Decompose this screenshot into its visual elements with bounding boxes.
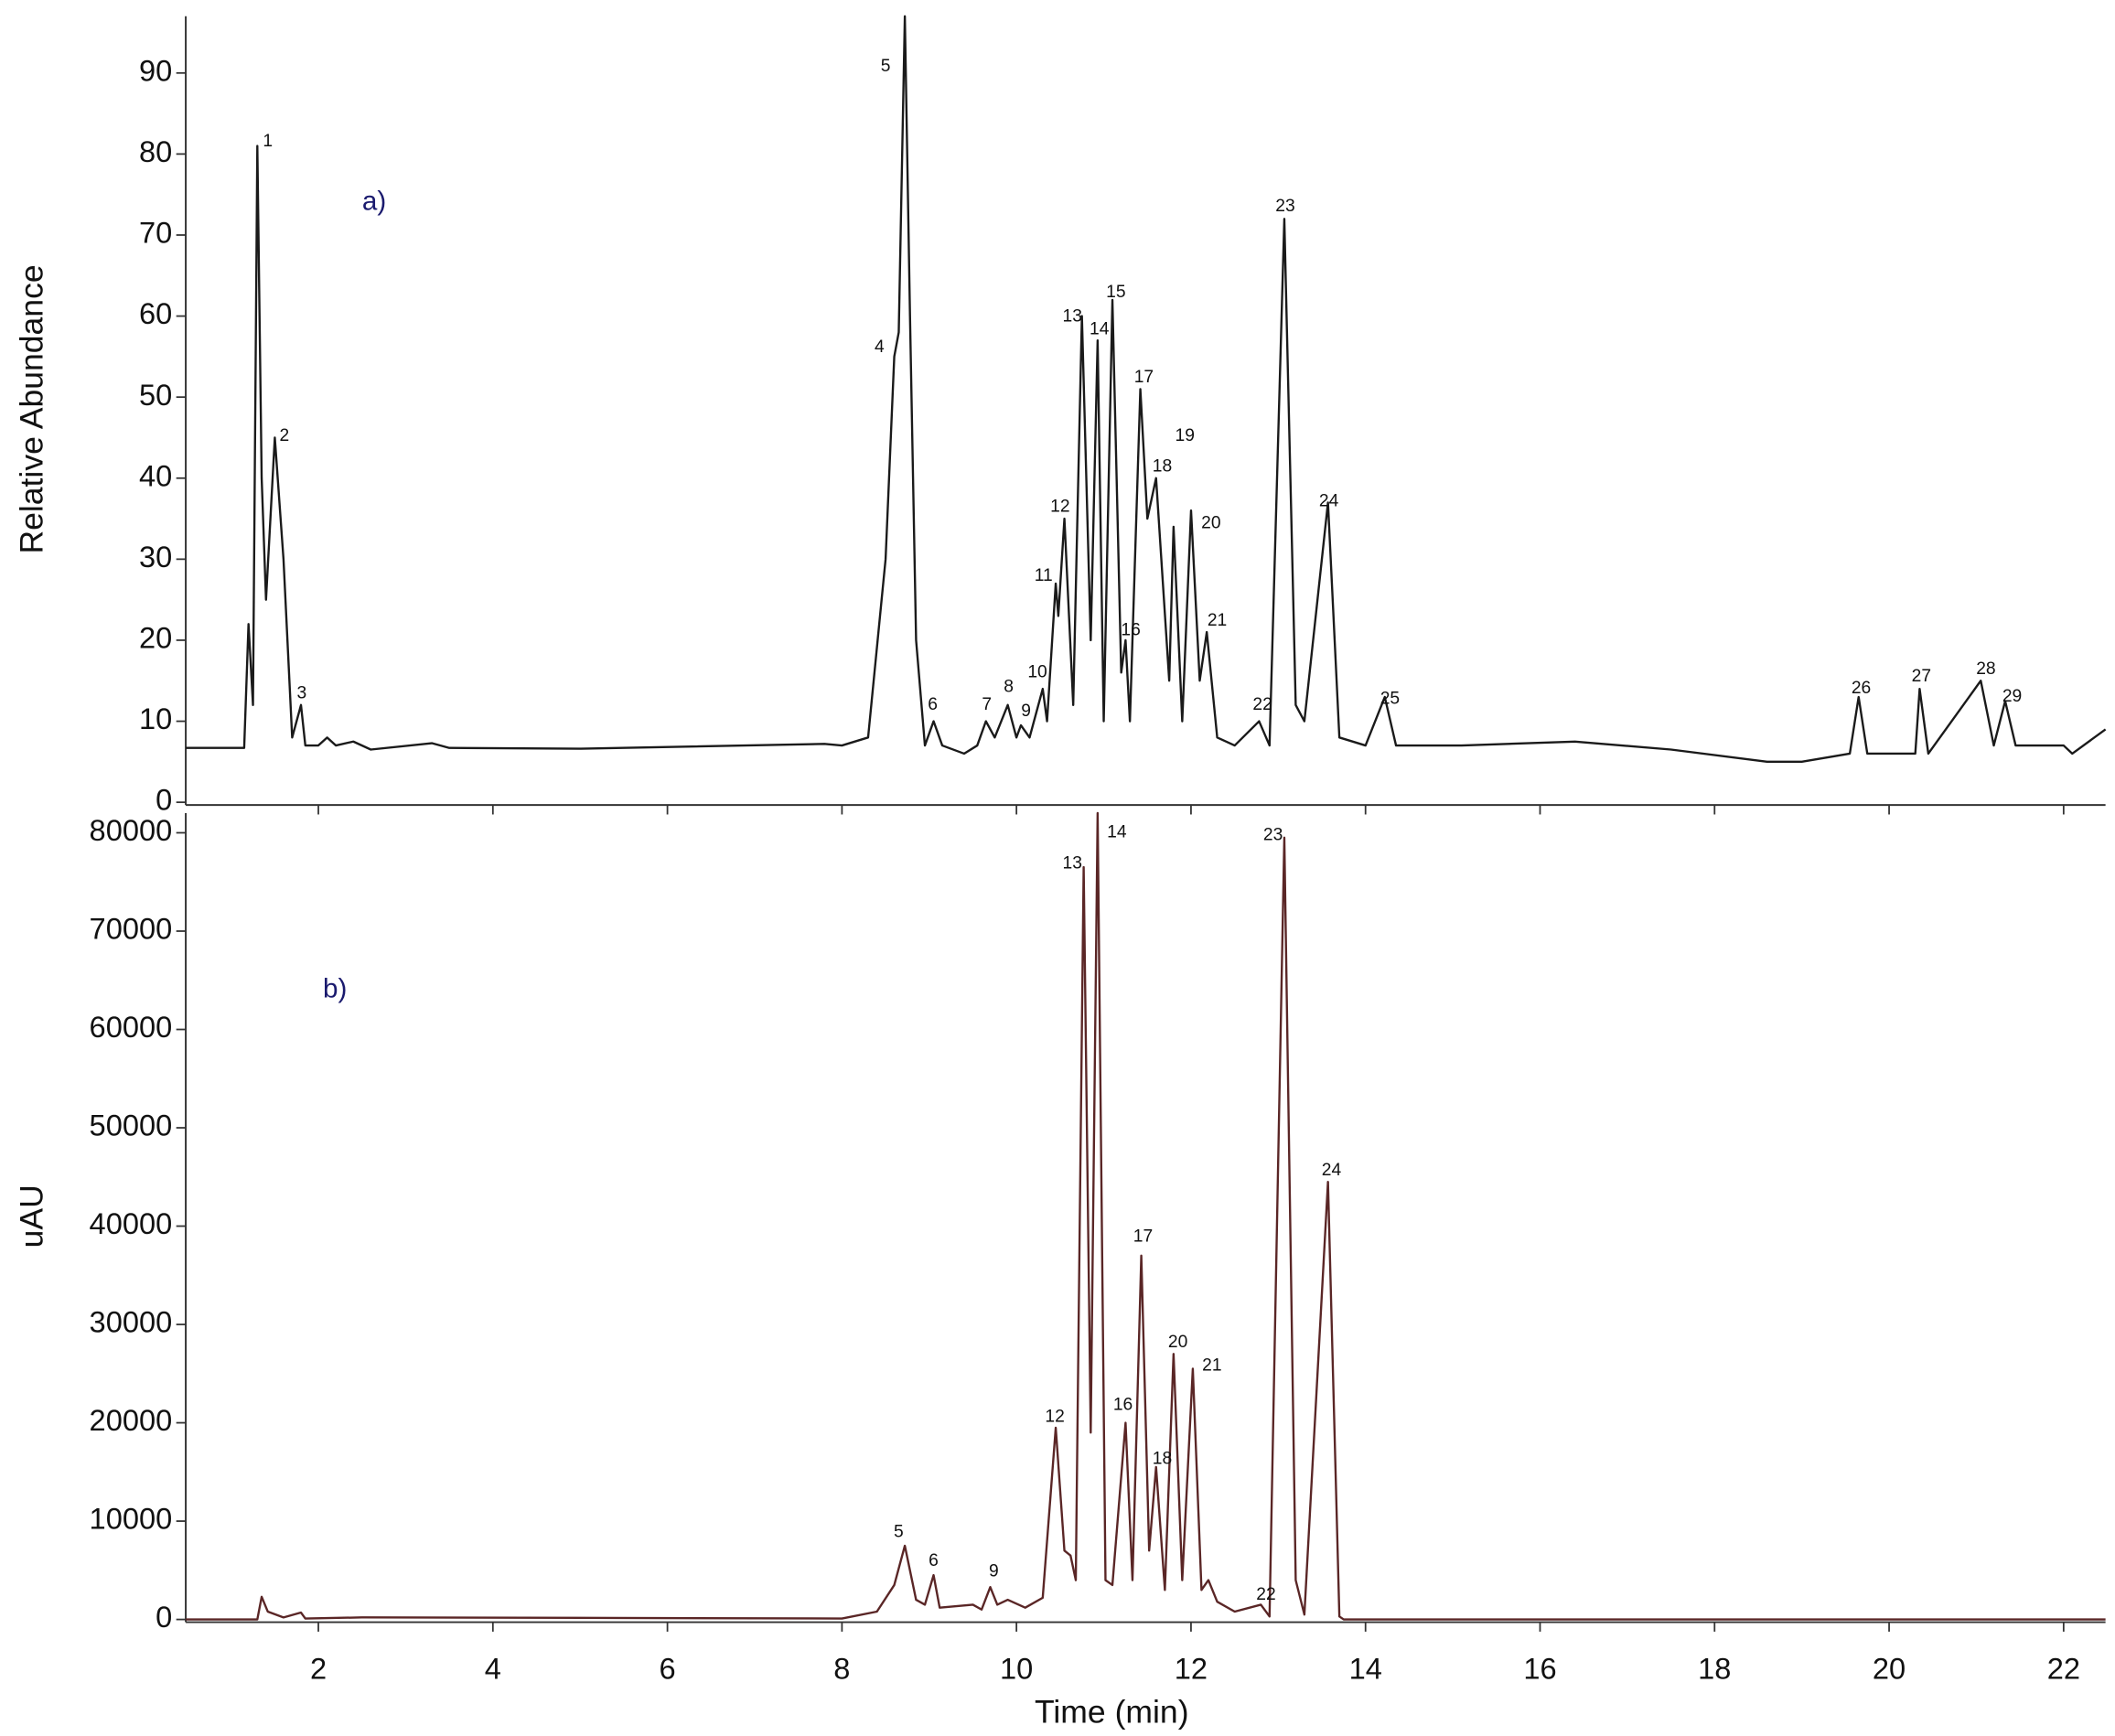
x-tick-label: 12 bbox=[1175, 1651, 1208, 1685]
peak-label: 24 bbox=[1322, 1161, 1342, 1180]
peak-label: 8 bbox=[1004, 677, 1014, 696]
peak-label: 11 bbox=[1035, 566, 1053, 585]
peak-label: 20 bbox=[1201, 513, 1220, 532]
y-tick-label: 20 bbox=[139, 621, 172, 655]
y-axis-title: Relative Abundance bbox=[13, 264, 49, 553]
peak-label: 24 bbox=[1319, 492, 1339, 511]
x-tick-label: 2 bbox=[310, 1651, 327, 1685]
y-tick-label: 30 bbox=[139, 540, 172, 573]
y-tick-label: 70 bbox=[139, 216, 172, 250]
y-tick-label: 60000 bbox=[90, 1010, 173, 1044]
peak-label: 6 bbox=[928, 695, 938, 714]
y-tick-label: 60 bbox=[139, 296, 172, 330]
peak-label: 6 bbox=[929, 1551, 939, 1570]
peak-label: 22 bbox=[1256, 1585, 1275, 1604]
y-axis-title: uAU bbox=[13, 1184, 49, 1248]
peak-label: 1 bbox=[263, 132, 273, 151]
x-tick-label: 14 bbox=[1349, 1651, 1382, 1685]
peak-label: 5 bbox=[881, 57, 891, 76]
peak-label: 13 bbox=[1062, 854, 1081, 873]
trace bbox=[186, 811, 2106, 1621]
y-tick-label: 80 bbox=[139, 134, 172, 168]
peak-label: 23 bbox=[1275, 197, 1294, 216]
panel-label: a) bbox=[362, 186, 386, 216]
peak-label: 18 bbox=[1153, 1450, 1172, 1469]
peak-label: 3 bbox=[297, 684, 307, 703]
peak-label: 22 bbox=[1252, 695, 1272, 714]
peak-label: 15 bbox=[1106, 283, 1125, 302]
peak-label: 16 bbox=[1113, 1395, 1133, 1414]
y-tick-label: 10000 bbox=[90, 1502, 173, 1536]
peak-label: 27 bbox=[1912, 667, 1931, 686]
peak-label: 18 bbox=[1153, 456, 1172, 476]
peak-label: 17 bbox=[1133, 1227, 1153, 1246]
y-tick-label: 40000 bbox=[90, 1206, 173, 1240]
y-tick-label: 50000 bbox=[90, 1109, 173, 1142]
peak-label: 2 bbox=[279, 426, 289, 445]
peak-label: 17 bbox=[1134, 368, 1154, 387]
peak-label: 16 bbox=[1121, 620, 1140, 639]
peak-label: 28 bbox=[1976, 659, 1995, 679]
x-tick-label: 16 bbox=[1523, 1651, 1556, 1685]
peak-label: 10 bbox=[1027, 662, 1047, 681]
peak-label: 4 bbox=[875, 338, 885, 357]
peak-label: 26 bbox=[1852, 679, 1871, 698]
peak-label: 14 bbox=[1090, 320, 1110, 339]
y-tick-label: 0 bbox=[156, 783, 172, 817]
x-axis-title: Time (min) bbox=[1035, 1694, 1189, 1731]
y-tick-label: 80000 bbox=[90, 813, 173, 847]
peak-label: 14 bbox=[1107, 823, 1127, 842]
y-tick-label: 50 bbox=[139, 378, 172, 412]
peak-label: 12 bbox=[1050, 498, 1069, 517]
peak-label: 25 bbox=[1380, 690, 1400, 709]
y-tick-label: 10 bbox=[139, 702, 172, 735]
x-tick-label: 8 bbox=[833, 1651, 850, 1685]
x-tick-label: 4 bbox=[485, 1651, 501, 1685]
x-tick-label: 22 bbox=[2047, 1651, 2080, 1685]
peak-label: 13 bbox=[1062, 307, 1081, 327]
peak-label: 9 bbox=[1021, 702, 1031, 721]
panel-label: b) bbox=[323, 973, 347, 1003]
peak-label: 29 bbox=[2002, 687, 2022, 706]
y-tick-label: 20000 bbox=[90, 1403, 173, 1437]
y-tick-label: 70000 bbox=[90, 912, 173, 946]
y-tick-label: 90 bbox=[139, 53, 172, 87]
peak-label: 23 bbox=[1263, 826, 1283, 845]
trace bbox=[186, 15, 2107, 764]
y-tick-label: 30000 bbox=[90, 1305, 173, 1339]
peak-label: 19 bbox=[1176, 426, 1195, 445]
y-tick-label: 0 bbox=[156, 1600, 172, 1634]
peak-label: 7 bbox=[982, 695, 992, 714]
peak-label: 9 bbox=[989, 1562, 999, 1581]
x-tick-label: 10 bbox=[1000, 1651, 1033, 1685]
peak-label: 21 bbox=[1208, 611, 1227, 630]
y-tick-label: 40 bbox=[139, 458, 172, 492]
x-tick-label: 6 bbox=[660, 1651, 676, 1685]
x-tick-label: 20 bbox=[1873, 1651, 1906, 1685]
peak-label: 5 bbox=[894, 1523, 904, 1542]
peak-label: 21 bbox=[1202, 1356, 1221, 1375]
peak-label: 12 bbox=[1045, 1408, 1064, 1427]
x-tick-label: 18 bbox=[1698, 1651, 1731, 1685]
peak-label: 20 bbox=[1168, 1333, 1187, 1352]
